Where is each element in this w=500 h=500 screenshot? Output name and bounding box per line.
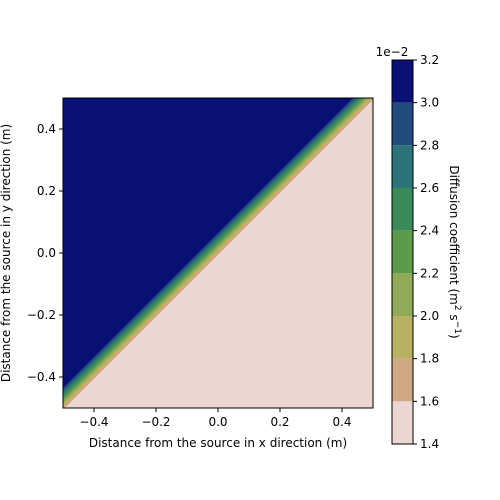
colorbar-tick-label-0: 1.4: [420, 437, 439, 451]
colorbar-block-0: [392, 401, 413, 444]
colorbar-blocks: [392, 60, 413, 444]
x-tick-label-1: −0.2: [141, 415, 170, 429]
colorbar-tick-label-2: 1.8: [420, 352, 439, 366]
colorbar-label: Diffusion coefficient (m2 s−1): [447, 165, 462, 338]
colorbar-ticks: 1.4 1.6 1.8 2.0 2.2 2.4 2.6 2.8 3.0 3.2: [413, 53, 439, 451]
colorbar-block-8: [392, 60, 413, 103]
y-axis-label: Distance from the source in y direction …: [0, 124, 13, 382]
colorbar-block-4: [392, 230, 413, 274]
x-tick-label-4: 0.4: [332, 415, 351, 429]
colorbar-block-3: [392, 273, 413, 316]
colorbar-tick-label-8: 3.0: [420, 96, 439, 110]
colorbar-tick-label-7: 2.8: [420, 138, 439, 152]
x-axis: −0.4 −0.2 0.0 0.2 0.4: [79, 408, 352, 429]
y-axis: −0.4 −0.2 0.0 0.2 0.4: [27, 122, 63, 384]
colorbar-tick-label-4: 2.2: [420, 266, 439, 280]
y-tick-label-0: −0.4: [27, 370, 56, 384]
colorbar-block-2: [392, 316, 413, 359]
colorbar-block-7: [392, 102, 413, 146]
colorbar-tick-label-5: 2.4: [420, 224, 439, 238]
colorbar-frame: [391, 59, 414, 445]
x-axis-label: Distance from the source in x direction …: [89, 436, 347, 450]
colorbar-block-6: [392, 145, 413, 188]
y-tick-label-2: 0.0: [37, 246, 56, 260]
colorbar-tick-label-9: 3.2: [420, 53, 439, 67]
x-tick-label-3: 0.2: [270, 415, 289, 429]
y-tick-label-4: 0.4: [37, 122, 56, 136]
y-tick-label-3: 0.2: [37, 184, 56, 198]
x-tick-label-2: 0.0: [208, 415, 227, 429]
colorbar-tick-label-3: 2.0: [420, 309, 439, 323]
colorbar-tick-label-6: 2.6: [420, 181, 439, 195]
colorbar-multiplier: 1e−2: [376, 45, 409, 59]
colorbar-tick-label-1: 1.6: [420, 394, 439, 408]
x-tick-label-0: −0.4: [79, 415, 108, 429]
y-tick-label-1: −0.2: [27, 308, 56, 322]
colorbar: 1.4 1.6 1.8 2.0 2.2 2.4 2.6 2.8 3.0 3.2 1e−2 Diff…: [376, 45, 462, 451]
colorbar-block-5: [392, 188, 413, 231]
colorbar-block-1: [392, 358, 413, 402]
